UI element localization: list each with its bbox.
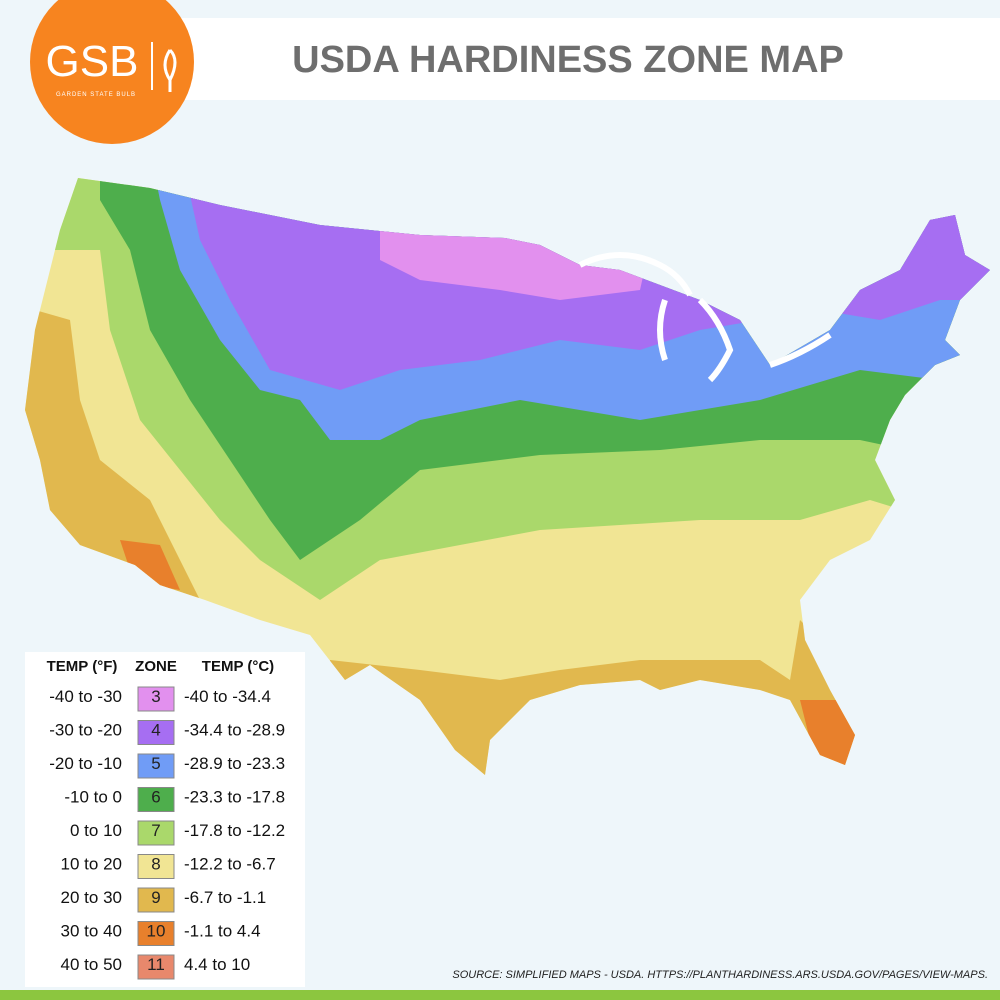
temp-c: -12.2 to -6.7 [184,855,276,874]
temp-c: 4.4 to 10 [184,955,250,974]
zone-swatch [137,954,175,980]
zone-swatch [137,720,175,745]
temp-f: 30 to 40 [61,922,122,941]
legend-header: TEMP (°C) [202,658,274,675]
logo-tagline: GARDEN STATE BULB [56,92,136,98]
temp-f: 10 to 20 [61,855,122,874]
zone-number: 6 [151,788,160,807]
page-title: USDA HARDINESS ZONE MAP [292,39,844,81]
footer-bar [0,990,1000,1000]
zone-number: 7 [151,821,160,840]
zone-swatch [137,787,175,812]
zone-swatch [137,887,175,913]
temp-c: -6.7 to -1.1 [184,888,266,907]
zone-number: 10 [147,922,166,941]
temp-c: -40 to -34.4 [184,687,271,706]
temp-f: -20 to -10 [49,754,122,773]
zone-region [800,700,860,775]
title-bar [180,18,1000,100]
temp-c: -23.3 to -17.8 [184,788,285,807]
temp-f: 20 to 30 [61,888,122,907]
zone-number: 9 [151,888,160,907]
zone-number: 5 [151,754,160,773]
temp-f: -30 to -20 [49,721,122,740]
zone-region [120,540,180,590]
temp-f: 40 to 50 [61,955,122,974]
zone-number: 11 [147,955,165,974]
legend: TEMP (°F) ZONE TEMP (°C) -40 to -30 3 -40 to … [47,658,285,980]
zone-swatch [137,753,175,779]
zone-number: 4 [151,721,160,740]
legend-header: ZONE [135,658,177,675]
logo-text: GSB [46,37,139,86]
temp-c: -17.8 to -12.2 [184,821,285,840]
zone-swatch [137,854,175,879]
temp-c: -34.4 to -28.9 [184,721,285,740]
temp-f: 0 to 10 [70,821,122,840]
temp-c: -1.1 to 4.4 [184,922,261,941]
temp-f: -40 to -30 [49,687,122,706]
source-note: SOURCE: SIMPLIFIED MAPS - USDA. HTTPS://… [452,969,988,981]
great-lakes [578,252,832,383]
logo-circle [30,0,194,144]
zone-number: 3 [151,687,160,706]
zone-swatch [137,921,175,946]
temp-f: -10 to 0 [64,788,122,807]
logo-icon [163,48,177,92]
zone-number: 8 [151,855,160,874]
legend-header: TEMP (°F) [47,658,118,675]
zone-swatch [137,686,175,712]
temp-c: -28.9 to -23.3 [184,754,285,773]
zone-swatch [137,820,175,846]
